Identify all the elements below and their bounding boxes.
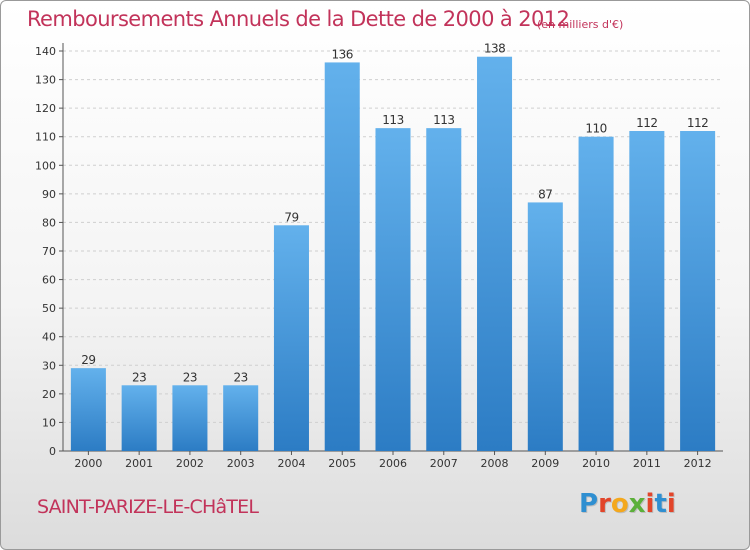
bar xyxy=(273,225,309,451)
x-tick-label: 2002 xyxy=(176,457,204,470)
x-tick-label: 2009 xyxy=(531,457,559,470)
data-label: 112 xyxy=(636,116,657,130)
logo-letter: i xyxy=(645,489,655,519)
logo-letter: o xyxy=(610,489,629,519)
commune-name: SAINT-PARIZE-LE-CHâTEL xyxy=(37,496,259,518)
x-tick-label: 2011 xyxy=(633,457,661,470)
y-tick-label: 130 xyxy=(35,74,56,87)
y-tick-label: 40 xyxy=(42,331,56,344)
logo-letter: t xyxy=(654,489,667,519)
data-label: 113 xyxy=(382,113,403,127)
y-tick-label: 100 xyxy=(35,159,56,172)
x-tick-label: 2000 xyxy=(74,457,102,470)
y-tick-label: 140 xyxy=(35,45,56,58)
bar xyxy=(578,136,614,451)
x-tick-label: 2006 xyxy=(379,457,407,470)
bar xyxy=(680,131,716,451)
x-tick-label: 2005 xyxy=(328,457,356,470)
y-tick-label: 30 xyxy=(42,359,56,372)
y-tick-label: 20 xyxy=(42,388,56,401)
data-label: 112 xyxy=(687,116,708,130)
x-tick-label: 2004 xyxy=(277,457,305,470)
data-label: 138 xyxy=(484,42,505,56)
logo-letter: x xyxy=(628,489,646,519)
bar xyxy=(527,202,563,451)
x-tick-label: 2001 xyxy=(125,457,153,470)
y-tick-label: 0 xyxy=(49,445,56,458)
x-tick-label: 2012 xyxy=(684,457,712,470)
data-label: 23 xyxy=(132,370,146,384)
chart-subtitle: (en milliers d'€) xyxy=(537,18,624,31)
bar xyxy=(375,128,411,451)
chart-title: Remboursements Annuels de la Dette de 20… xyxy=(27,7,570,31)
y-tick-label: 50 xyxy=(42,302,56,315)
bar xyxy=(70,368,106,451)
y-tick-label: 10 xyxy=(42,416,56,429)
bar xyxy=(426,128,462,451)
proxiti-logo: Proxiti xyxy=(579,489,676,519)
data-label: 23 xyxy=(234,370,248,384)
data-label: 113 xyxy=(433,113,454,127)
bar xyxy=(477,56,513,451)
bar xyxy=(223,385,259,451)
logo-letter: r xyxy=(598,489,611,519)
x-tick-label: 2008 xyxy=(481,457,509,470)
y-tick-label: 90 xyxy=(42,188,56,201)
data-label: 110 xyxy=(585,122,606,136)
x-tick-label: 2010 xyxy=(582,457,610,470)
bar xyxy=(324,62,360,452)
data-label: 29 xyxy=(81,353,95,367)
y-tick-label: 110 xyxy=(35,131,56,144)
x-tick-label: 2003 xyxy=(227,457,255,470)
logo-letter: i xyxy=(666,489,676,519)
data-label: 79 xyxy=(284,210,298,224)
x-tick-label: 2007 xyxy=(430,457,458,470)
y-tick-label: 70 xyxy=(42,245,56,258)
data-label: 136 xyxy=(332,47,353,61)
y-tick-label: 80 xyxy=(42,216,56,229)
y-tick-label: 120 xyxy=(35,102,56,115)
bar xyxy=(629,131,665,451)
data-label: 87 xyxy=(538,187,552,201)
y-tick-label: 60 xyxy=(42,274,56,287)
data-label: 23 xyxy=(183,370,197,384)
logo-letter: P xyxy=(579,489,599,519)
bar xyxy=(172,385,208,451)
bar xyxy=(121,385,157,451)
